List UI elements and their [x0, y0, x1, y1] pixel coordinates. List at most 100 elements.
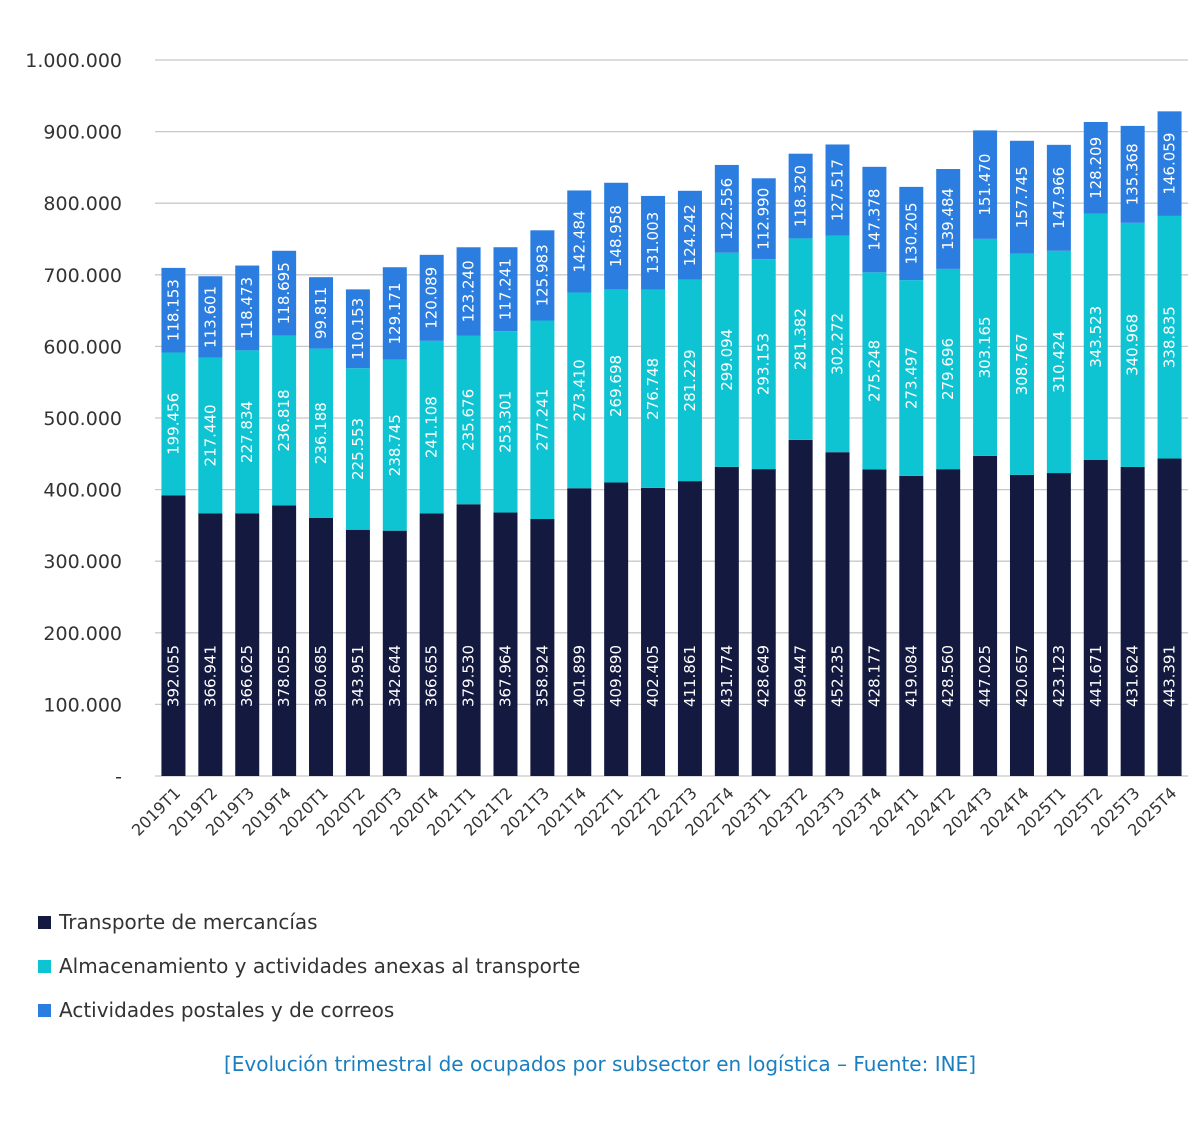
data-label-almacenamiento: 277.241 [533, 389, 551, 451]
data-label-almacenamiento: 338.835 [1161, 306, 1179, 368]
bar-segment-almacenamiento [382, 359, 407, 531]
data-label-transporte: 366.655 [423, 645, 441, 707]
y-tick-label: 200.000 [43, 623, 122, 645]
bar-segment-almacenamiento [419, 340, 444, 514]
data-label-postales: 147.378 [865, 189, 883, 251]
bar-segment-postales [825, 144, 850, 236]
bar-segment-transporte [1157, 458, 1182, 776]
data-label-almacenamiento: 199.456 [164, 393, 182, 455]
bar-segment-transporte [456, 504, 481, 776]
legend-label-postales: Actividades postales y de correos [59, 998, 395, 1022]
bar-segment-almacenamiento [235, 350, 260, 514]
data-label-transporte: 431.774 [718, 645, 736, 707]
bar-segment-postales [788, 153, 813, 239]
y-tick-label: - [115, 766, 122, 788]
bar-segment-almacenamiento [936, 268, 961, 470]
data-label-transporte: 401.899 [570, 645, 588, 707]
bar-segment-transporte [677, 481, 702, 776]
bar-segment-postales [973, 130, 998, 239]
bar-segment-transporte [788, 439, 813, 776]
data-label-postales: 110.153 [349, 298, 367, 360]
chart-caption: [Evolución trimestral de ocupados por su… [223, 1052, 976, 1076]
data-label-transporte: 428.560 [939, 645, 957, 707]
data-label-postales: 113.601 [201, 286, 219, 348]
data-label-transporte: 411.861 [681, 645, 699, 707]
bar-segment-transporte [1009, 474, 1034, 776]
legend-label-almacenamiento: Almacenamiento y actividades anexas al t… [59, 954, 581, 978]
y-tick-label: 800.000 [43, 193, 122, 215]
data-label-transporte: 343.951 [349, 645, 367, 707]
data-label-postales: 112.990 [755, 188, 773, 250]
bar-segment-almacenamiento [825, 235, 850, 453]
data-label-postales: 120.089 [423, 267, 441, 329]
legend-label-transporte: Transporte de mercancías [59, 910, 318, 934]
data-label-almacenamiento: 302.272 [829, 313, 847, 375]
bar-segment-postales [1157, 111, 1182, 216]
data-label-postales: 127.517 [829, 159, 847, 221]
data-label-almacenamiento: 275.248 [865, 340, 883, 402]
bar-segment-postales [1120, 125, 1145, 223]
bar-segment-transporte [309, 517, 334, 776]
data-label-almacenamiento: 227.834 [238, 401, 256, 463]
y-axis-tick-labels: - 100.000 200.000 300.000 400.000 500.000 600.… [25, 50, 122, 788]
data-label-postales: 122.556 [718, 178, 736, 240]
bar-segment-transporte [604, 482, 629, 776]
bar-segment-postales [272, 250, 297, 336]
y-tick-label: 400.000 [43, 480, 122, 502]
bar-segment-postales [751, 178, 776, 260]
legend-item-almacenamiento[interactable]: Almacenamiento y actividades anexas al t… [38, 944, 580, 988]
bar-segment-almacenamiento [1009, 253, 1034, 475]
bar-segment-postales [1009, 140, 1034, 254]
data-label-postales: 129.171 [386, 282, 404, 344]
legend: Transporte de mercancías Almacenamiento … [38, 900, 580, 1032]
data-label-postales: 139.484 [939, 188, 957, 250]
data-label-postales: 130.205 [902, 202, 920, 264]
x-axis-tick-labels: 2019T12019T22019T32019T42020T12020T22020… [128, 783, 1180, 839]
bar-segment-postales [456, 247, 481, 336]
bar-segment-postales [604, 182, 629, 290]
y-tick-label: 500.000 [43, 408, 122, 430]
bar-segment-postales [641, 195, 666, 290]
data-label-almacenamiento: 310.424 [1050, 331, 1068, 393]
data-label-postales: 135.368 [1124, 143, 1142, 205]
bar-segment-almacenamiento [198, 357, 223, 514]
data-label-transporte: 378.055 [275, 645, 293, 707]
data-label-postales: 125.983 [533, 244, 551, 306]
data-label-postales: 147.966 [1050, 167, 1068, 229]
data-label-postales: 131.003 [644, 212, 662, 274]
data-label-almacenamiento: 217.440 [201, 404, 219, 466]
bar-segment-almacenamiento [272, 335, 297, 506]
bar-segment-transporte [899, 475, 924, 776]
data-label-almacenamiento: 225.553 [349, 418, 367, 480]
legend-swatch-almacenamiento [38, 959, 51, 973]
data-label-postales: 118.695 [275, 262, 293, 324]
bar-segment-postales [567, 190, 592, 293]
bar-segment-postales [862, 166, 887, 273]
bar-segment-almacenamiento [973, 238, 998, 456]
data-label-postales: 146.059 [1161, 133, 1179, 195]
y-tick-label: 700.000 [43, 265, 122, 287]
legend-item-postales[interactable]: Actividades postales y de correos [38, 988, 580, 1032]
bar-segment-almacenamiento [456, 335, 481, 505]
data-label-almacenamiento: 241.108 [423, 396, 441, 458]
data-labels: 392.055 199.456 118.153 366.941 217.440 113.6… [164, 133, 1178, 707]
data-label-postales: 118.320 [792, 165, 810, 227]
y-tick-label: 1.000.000 [25, 50, 122, 72]
data-label-almacenamiento: 299.094 [718, 329, 736, 391]
data-label-transporte: 366.941 [201, 645, 219, 707]
data-label-postales: 148.958 [607, 205, 625, 267]
bar-segment-transporte [714, 466, 739, 776]
bar-segment-transporte [862, 469, 887, 776]
bar-segment-postales [1083, 122, 1108, 214]
bar-segment-transporte [235, 513, 260, 776]
bar-segment-postales [419, 254, 444, 341]
data-label-almacenamiento: 308.767 [1013, 333, 1031, 395]
bar-segment-postales [493, 247, 518, 332]
data-label-postales: 117.241 [496, 258, 514, 320]
data-label-transporte: 469.447 [792, 645, 810, 707]
data-label-almacenamiento: 281.229 [681, 349, 699, 411]
bar-segment-transporte [1083, 459, 1108, 776]
legend-item-transporte[interactable]: Transporte de mercancías [38, 900, 580, 944]
data-label-almacenamiento: 236.818 [275, 390, 293, 452]
bar-segment-transporte [382, 530, 407, 776]
